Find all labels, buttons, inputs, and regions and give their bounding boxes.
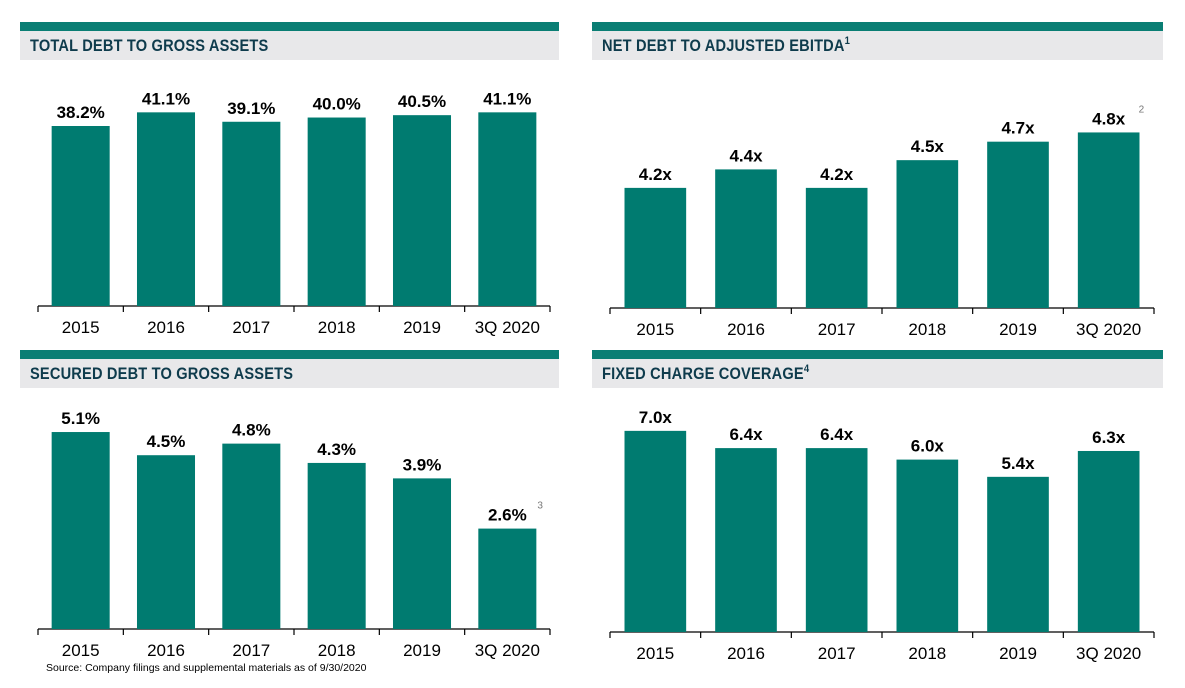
panel-title-bar xyxy=(20,31,559,60)
x-tick-label: 2016 xyxy=(147,318,185,337)
x-tick-label: 2017 xyxy=(818,644,856,663)
panel-stripe xyxy=(20,350,559,359)
bar xyxy=(715,169,777,308)
bar xyxy=(136,455,196,629)
bar xyxy=(307,462,366,629)
x-tick-label: 2017 xyxy=(232,318,270,337)
data-label: 4.2x xyxy=(639,165,673,184)
data-label: 41.1% xyxy=(142,89,190,108)
data-label: 40.0% xyxy=(313,95,361,114)
bar xyxy=(805,448,868,632)
x-tick-label: 2019 xyxy=(999,320,1037,339)
x-tick-label: 3Q 2020 xyxy=(1076,644,1141,663)
source-note: Source: Company filings and supplemental… xyxy=(46,662,367,674)
bar xyxy=(478,528,537,629)
data-label: 5.4x xyxy=(1001,454,1035,473)
data-label: 5.1% xyxy=(61,409,100,428)
x-tick-label: 3Q 2020 xyxy=(475,318,540,337)
x-tick-label: 2015 xyxy=(62,318,100,337)
data-label: 4.3% xyxy=(317,440,356,459)
x-tick-label: 3Q 2020 xyxy=(1076,320,1141,339)
chart-title: TOTAL DEBT TO GROSS ASSETS xyxy=(30,36,269,55)
data-label: 38.2% xyxy=(57,103,105,122)
data-label: 41.1% xyxy=(483,89,531,108)
x-tick-label: 2015 xyxy=(636,320,674,339)
bar xyxy=(222,443,281,629)
bar-chart: 5.1% 2015 4.5% 2016 4.8% 2017 4.3% 2018 3.9% 2019… xyxy=(37,409,551,660)
bar xyxy=(987,141,1049,308)
data-label: 3.9% xyxy=(403,455,442,474)
bar xyxy=(136,112,196,306)
bar-chart: 7.0x 2015 6.4x 2016 6.4x 2017 6.0x 2018 5.4x 2019… xyxy=(609,408,1155,663)
panel-total-debt: TOTAL DEBT TO GROSS ASSETS 38.2% 2015 41.1… xyxy=(20,22,559,340)
bar-chart: 4.2x 2015 4.4x 2016 4.2x 2017 4.5x 2018 4.7x 2019… xyxy=(609,104,1155,339)
chart-title: FIXED CHARGE COVERAGE4 xyxy=(602,363,810,383)
panel-fixed-charge-coverage: FIXED CHARGE COVERAGE4 7.0x 2015 6.4x 2016 6… xyxy=(592,350,1163,668)
bar xyxy=(478,112,537,306)
panel-title-bar xyxy=(20,359,559,388)
x-tick-label: 2016 xyxy=(147,641,185,660)
x-tick-label: 2019 xyxy=(403,318,441,337)
x-tick-label: 2019 xyxy=(403,641,441,660)
x-tick-label: 2018 xyxy=(318,318,356,337)
bar xyxy=(896,459,959,632)
x-tick-label: 2018 xyxy=(908,644,946,663)
bar xyxy=(987,476,1049,632)
data-label: 4.7x xyxy=(1001,119,1035,138)
bar xyxy=(805,187,868,308)
bar xyxy=(51,126,110,306)
bar xyxy=(715,448,777,632)
x-tick-label: 2018 xyxy=(908,320,946,339)
data-label: 4.2x xyxy=(820,165,854,184)
bar xyxy=(392,478,452,629)
panel-stripe xyxy=(20,22,559,31)
x-tick-label: 2016 xyxy=(727,644,765,663)
panel-title-bar xyxy=(592,359,1163,388)
bar xyxy=(51,432,110,629)
panel-net-debt-ebitda: NET DEBT TO ADJUSTED EBITDA1 4.2x 2015 4.4… xyxy=(592,22,1163,340)
x-tick-label: 2019 xyxy=(999,644,1037,663)
data-label: 6.0x xyxy=(911,437,945,456)
bar xyxy=(896,160,959,308)
data-label-footnote: 2 xyxy=(1139,104,1145,115)
bar xyxy=(624,187,687,308)
chart-title: NET DEBT TO ADJUSTED EBITDA1 xyxy=(602,35,851,55)
bar xyxy=(624,430,687,632)
bar xyxy=(1077,132,1140,308)
data-label: 4.5% xyxy=(147,432,186,451)
bar xyxy=(392,115,452,307)
data-label: 39.1% xyxy=(227,99,275,118)
data-label: 4.4x xyxy=(729,146,763,165)
x-tick-label: 2017 xyxy=(818,320,856,339)
x-tick-label: 2016 xyxy=(727,320,765,339)
data-label: 6.4x xyxy=(820,425,854,444)
bar xyxy=(1077,450,1140,632)
data-label: 7.0x xyxy=(639,408,673,427)
data-label: 4.5x xyxy=(911,137,945,156)
panel-title-bar xyxy=(592,31,1163,60)
bar-chart: 38.2% 2015 41.1% 2016 39.1% 2017 40.0% 2018 40.5… xyxy=(37,89,551,337)
panel-stripe xyxy=(592,22,1163,31)
data-label: 2.6% xyxy=(488,506,527,525)
x-tick-label: 2018 xyxy=(318,641,356,660)
panel-secured-debt: SECURED DEBT TO GROSS ASSETS 5.1% 2015 4.5… xyxy=(20,350,559,660)
x-tick-label: 2017 xyxy=(232,641,270,660)
x-tick-label: 3Q 2020 xyxy=(475,641,540,660)
data-label: 6.4x xyxy=(729,425,763,444)
x-tick-label: 2015 xyxy=(62,641,100,660)
data-label: 6.3x xyxy=(1092,428,1126,447)
data-label-footnote: 3 xyxy=(537,501,543,512)
x-tick-label: 2015 xyxy=(636,644,674,663)
chart-title: SECURED DEBT TO GROSS ASSETS xyxy=(30,364,294,383)
bar xyxy=(222,121,281,307)
panel-stripe xyxy=(592,350,1163,359)
data-label: 40.5% xyxy=(398,92,446,111)
bar xyxy=(307,117,366,306)
data-label: 4.8x xyxy=(1092,109,1126,128)
data-label: 4.8% xyxy=(232,421,271,440)
